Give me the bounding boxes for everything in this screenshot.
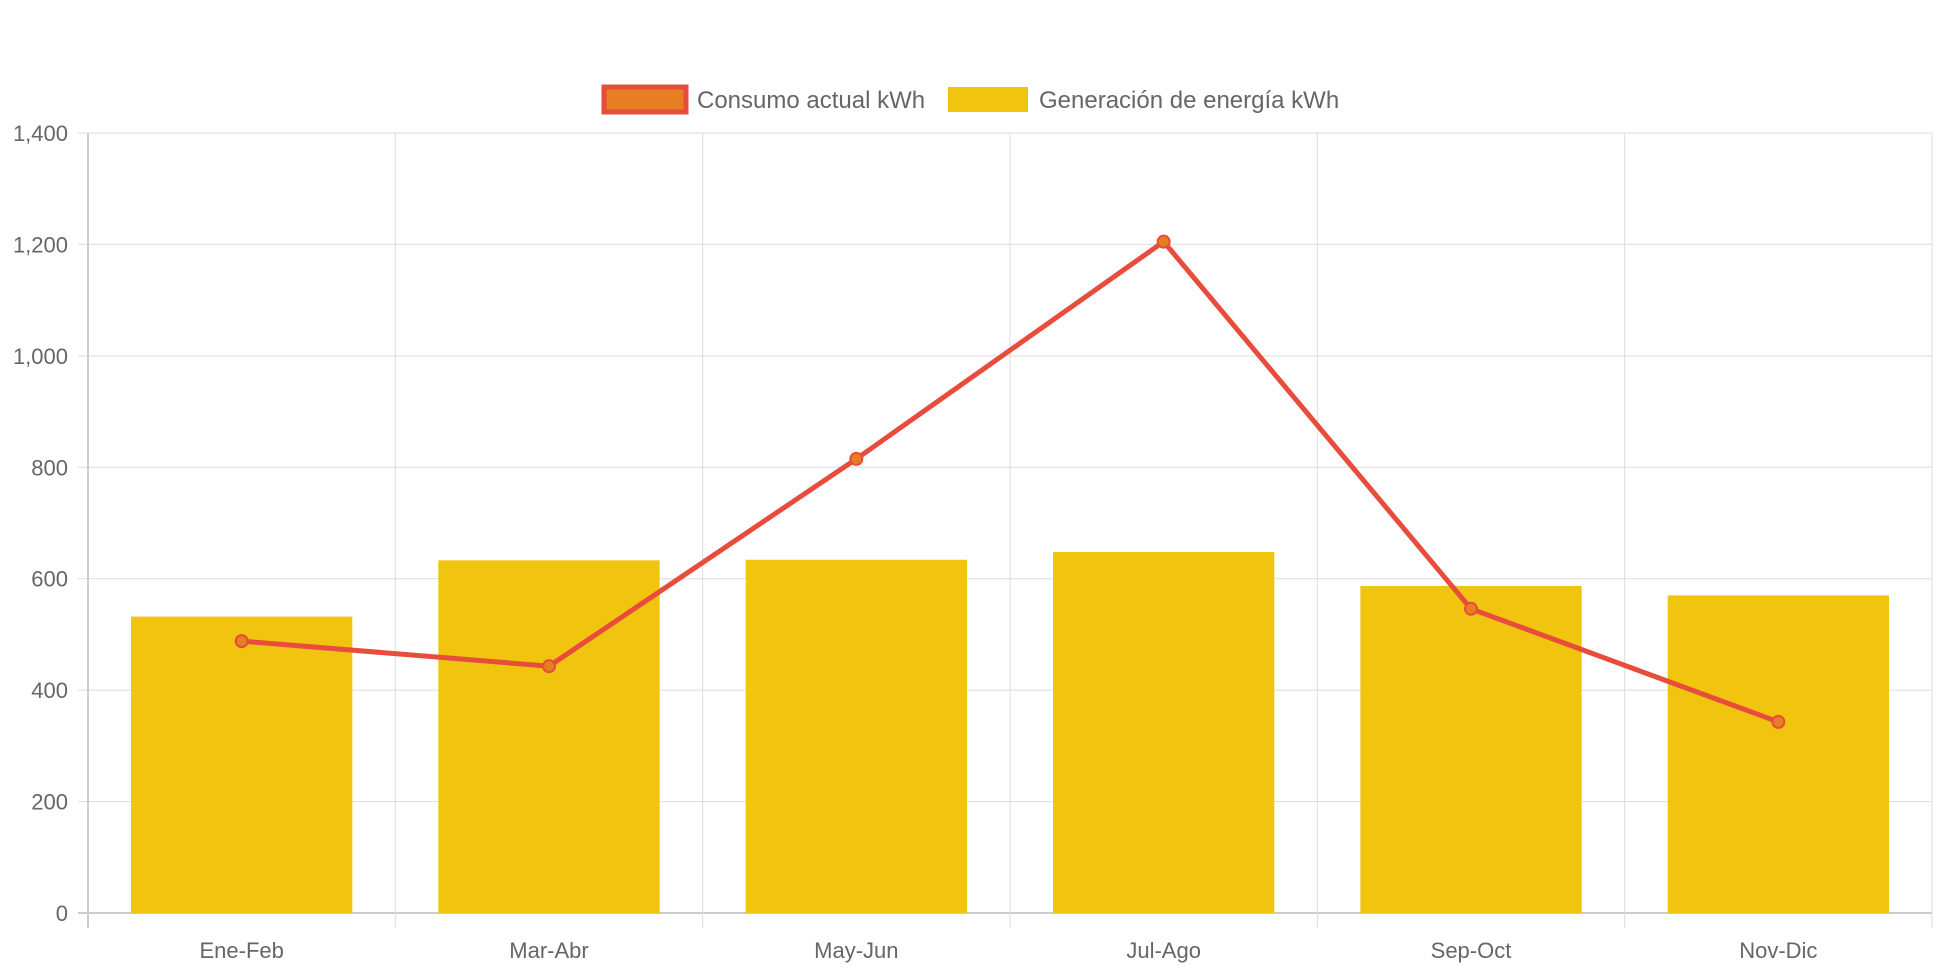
x-tick-label: Sep-Oct bbox=[1431, 938, 1512, 963]
axes: 0 200 400 600 800 1,000 1,200 1,400 Ene-Feb Mar-A… bbox=[13, 121, 1818, 963]
bar-generacion-sep-oct[interactable] bbox=[1360, 585, 1582, 913]
y-tick-label: 800 bbox=[31, 455, 68, 480]
line-series bbox=[234, 234, 1786, 729]
line-consumo bbox=[239, 239, 1781, 725]
y-tick-label: 1,000 bbox=[13, 344, 68, 369]
point-consumo-sep-oct[interactable] bbox=[1464, 601, 1478, 616]
x-tick-label: Mar-Abr bbox=[509, 938, 588, 963]
point-consumo-nov-dic[interactable] bbox=[1771, 714, 1786, 729]
x-tick-label: Nov-Dic bbox=[1739, 938, 1817, 963]
y-tick-label: 0 bbox=[56, 901, 68, 926]
y-tick-label: 1,200 bbox=[13, 232, 68, 257]
point-consumo-ene-feb[interactable] bbox=[234, 634, 249, 649]
bar-generacion-jul-ago[interactable] bbox=[1053, 551, 1275, 913]
legend-label-consumo[interactable]: Consumo actual kWh bbox=[697, 87, 925, 114]
y-tick-label: 400 bbox=[31, 678, 68, 703]
legend-swatch-generacion[interactable] bbox=[948, 87, 1028, 112]
y-tick-label: 600 bbox=[31, 567, 68, 592]
x-tick-label: Ene-Feb bbox=[199, 938, 283, 963]
point-consumo-jul-ago[interactable] bbox=[1156, 234, 1171, 249]
point-consumo-mar-abr[interactable] bbox=[542, 659, 556, 674]
bar-generacion-ene-feb[interactable] bbox=[131, 616, 353, 913]
point-consumo-may-jun[interactable] bbox=[849, 451, 864, 466]
x-tick-label: Jul-Ago bbox=[1126, 938, 1201, 963]
bar-generacion-may-jun[interactable] bbox=[745, 559, 967, 913]
legend: Consumo actual kWh Generación de energía… bbox=[601, 84, 1339, 115]
grid-lines bbox=[78, 132, 1933, 928]
x-tick-label: May-Jun bbox=[814, 938, 898, 963]
bar-series bbox=[131, 551, 1889, 913]
bar-generacion-nov-dic[interactable] bbox=[1667, 595, 1889, 913]
y-tick-label: 200 bbox=[31, 790, 68, 815]
legend-label-generacion[interactable]: Generación de energía kWh bbox=[1039, 87, 1339, 114]
y-tick-label: 1,400 bbox=[13, 121, 68, 146]
legend-swatch-consumo[interactable] bbox=[601, 84, 689, 115]
